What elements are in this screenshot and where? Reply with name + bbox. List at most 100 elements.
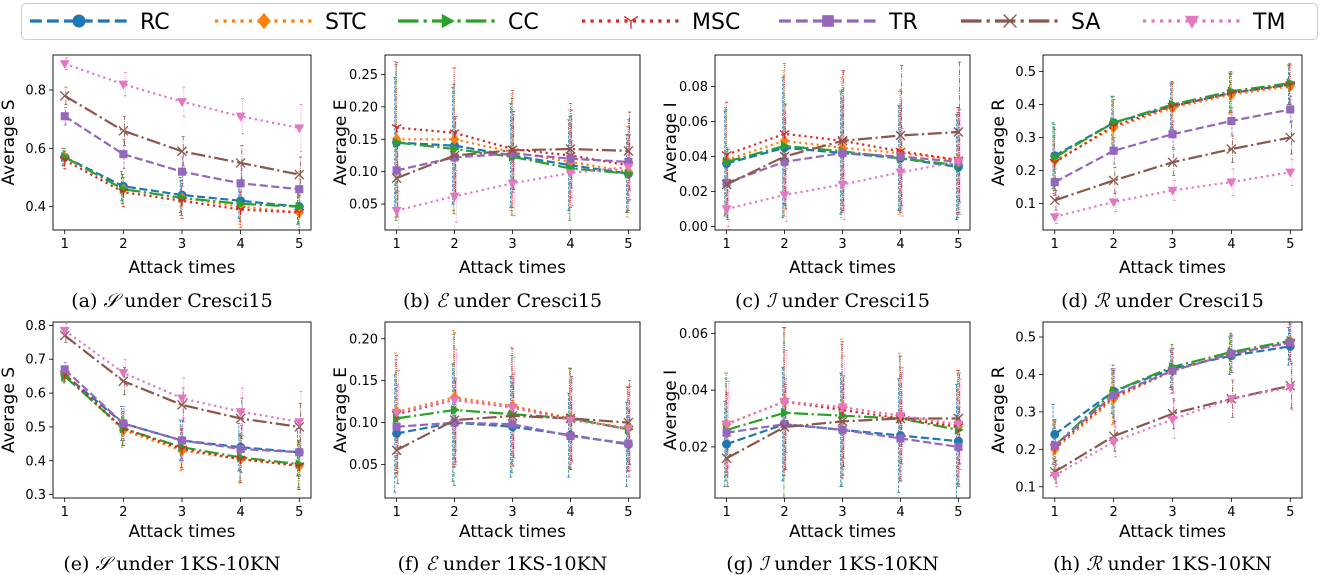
caption-symbol: ℰ — [435, 290, 448, 312]
data-point-sa — [1226, 144, 1237, 155]
x-axis-label: Attack times — [129, 522, 236, 542]
x-tick-label: 5 — [624, 505, 632, 520]
x-tick-label: 4 — [566, 237, 574, 252]
data-point-tm — [953, 158, 964, 168]
data-point-msc — [294, 462, 305, 472]
x-tick-label: 1 — [1051, 505, 1059, 520]
data-point-cc — [954, 424, 964, 435]
series-line-tr — [396, 421, 629, 445]
data-point-tm — [779, 191, 790, 201]
data-point-tm — [449, 396, 460, 406]
error-bar — [784, 168, 788, 222]
error-bar — [1289, 120, 1293, 155]
data-point-tr — [508, 149, 517, 158]
legend-entry-tr: TR — [779, 10, 918, 35]
x-tick-label: 1 — [722, 505, 730, 520]
y-tick-label: 0.1 — [1015, 197, 1036, 212]
error-bar — [625, 125, 629, 218]
plot-area: 1 2 3 4 5 0.05 0.10 0.15 0.20 0.25 Attack times Ave… — [331, 54, 641, 278]
data-point-tm — [721, 420, 732, 430]
y-axis-label: Average S — [0, 367, 19, 453]
panel-caption: (h) ℛ under 1KS-10KN — [983, 553, 1333, 575]
x-tick-label: 1 — [722, 237, 730, 252]
data-point-sa — [449, 415, 460, 426]
error-bar — [900, 367, 904, 465]
caption-symbol: ℰ — [425, 553, 437, 575]
error-bar — [841, 384, 845, 476]
caption-symbol: ℛ — [1086, 553, 1102, 575]
legend-entry-sa: SA — [961, 10, 1100, 35]
data-point-tm — [1167, 415, 1178, 425]
data-point-msc — [1167, 102, 1178, 112]
data-point-cc — [1286, 78, 1296, 89]
data-point-stc — [391, 133, 402, 145]
data-point-msc — [721, 151, 732, 161]
legend-entry-rc: RC — [30, 10, 170, 35]
data-point-tm — [294, 418, 305, 428]
data-point-tr — [954, 442, 963, 451]
error-bar — [454, 349, 458, 451]
data-point-tr — [1227, 116, 1236, 126]
y-tick-label: 0.04 — [679, 384, 708, 399]
x-tick-label: 5 — [1286, 237, 1294, 252]
data-point-tr — [1227, 349, 1236, 358]
data-point-tr — [236, 444, 245, 453]
data-point-tm — [59, 326, 70, 336]
caption-prefix: (d) — [1061, 290, 1095, 312]
x-tick-label: 3 — [1168, 505, 1176, 520]
y-tick-label: 0.06 — [679, 115, 708, 130]
error-bar — [958, 108, 962, 215]
error-bar — [182, 86, 186, 117]
y-tick-label: 0.15 — [349, 374, 378, 389]
error-bar — [900, 128, 904, 217]
data-point-tm — [235, 112, 246, 122]
y-tick-label: 0.7 — [25, 353, 46, 368]
x-tick-label: 1 — [392, 505, 400, 520]
x-axis-label: Attack times — [459, 522, 566, 542]
axes-frame — [1042, 54, 1303, 231]
caption-symbol: ℐ — [766, 290, 776, 312]
data-point-tr — [896, 434, 905, 443]
x-tick-label: 1 — [61, 237, 69, 252]
legend-label: STC — [325, 10, 366, 35]
legend-marker-tri-down — [623, 15, 639, 29]
error-bar — [182, 377, 186, 419]
y-tick-label: 0.04 — [679, 150, 708, 165]
data-point-cc — [450, 405, 460, 415]
error-bar — [1172, 400, 1176, 439]
x-tick-label: 4 — [236, 505, 244, 520]
error-bar — [123, 115, 127, 146]
y-tick-label: 0.8 — [25, 319, 46, 334]
data-point-tr — [119, 150, 128, 159]
caption-dataset: under 1KS-10KN — [768, 553, 939, 575]
data-point-sa — [837, 416, 848, 427]
error-bar — [625, 386, 629, 471]
caption-dataset: under Cresci15 — [447, 290, 603, 312]
legend-label: RC — [140, 10, 170, 35]
data-point-tm — [507, 403, 518, 413]
data-point-cc — [1227, 86, 1237, 97]
series-line-tm — [726, 400, 959, 426]
x-tick-label: 4 — [1227, 237, 1235, 252]
data-point-cc — [237, 198, 247, 209]
legend-marker-x — [1003, 14, 1017, 28]
x-tick-label: 5 — [295, 505, 303, 520]
data-point-tr — [177, 436, 187, 445]
error-bar — [570, 376, 574, 461]
series-line-msc — [1054, 83, 1291, 164]
x-tick-label: 4 — [566, 505, 574, 520]
data-point-sa — [1108, 175, 1119, 186]
data-point-sa — [721, 179, 732, 190]
data-point-tr — [1168, 366, 1177, 375]
data-point-sa — [294, 169, 305, 180]
data-point-msc — [59, 156, 70, 166]
y-tick-label: 0.02 — [679, 185, 708, 200]
series-line-tm — [1054, 386, 1291, 477]
error-bar — [1113, 420, 1117, 452]
data-point-tm — [1108, 438, 1119, 448]
error-bar — [1172, 180, 1176, 201]
data-point-sa — [235, 413, 246, 424]
data-point-tr — [60, 365, 69, 374]
data-point-tr — [295, 185, 304, 194]
caption-prefix: (c) — [734, 290, 767, 312]
